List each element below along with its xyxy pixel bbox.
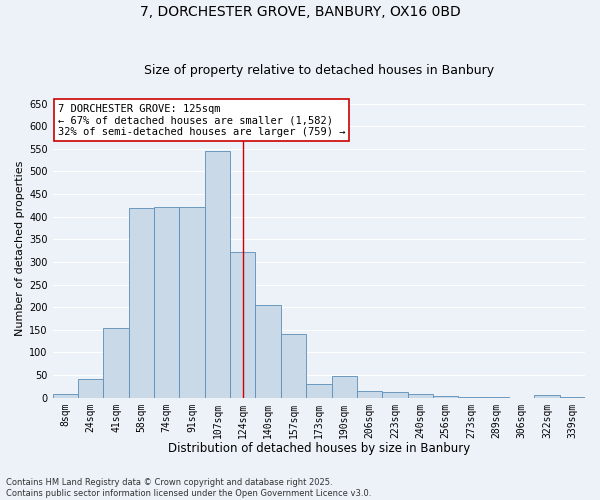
X-axis label: Distribution of detached houses by size in Banbury: Distribution of detached houses by size … (168, 442, 470, 455)
Bar (357, 392, 382, 398)
Bar (205, 151, 230, 398)
Bar (332, 376, 357, 398)
Bar (407, 394, 433, 398)
Bar (281, 334, 306, 398)
Bar (103, 328, 129, 398)
Bar (53, 394, 78, 398)
Bar (535, 396, 560, 398)
Text: Contains HM Land Registry data © Crown copyright and database right 2025.
Contai: Contains HM Land Registry data © Crown c… (6, 478, 371, 498)
Text: 7, DORCHESTER GROVE, BANBURY, OX16 0BD: 7, DORCHESTER GROVE, BANBURY, OX16 0BD (140, 5, 460, 19)
Text: 7 DORCHESTER GROVE: 125sqm
← 67% of detached houses are smaller (1,582)
32% of s: 7 DORCHESTER GROVE: 125sqm ← 67% of deta… (58, 104, 345, 136)
Bar (433, 396, 458, 398)
Bar (382, 392, 407, 398)
Bar (78, 378, 103, 398)
Y-axis label: Number of detached properties: Number of detached properties (15, 160, 25, 336)
Bar (256, 306, 281, 398)
Bar (129, 208, 154, 398)
Title: Size of property relative to detached houses in Banbury: Size of property relative to detached ho… (144, 64, 494, 77)
Bar (154, 206, 179, 398)
Bar (306, 384, 332, 398)
Bar (179, 206, 205, 398)
Bar (230, 252, 256, 398)
